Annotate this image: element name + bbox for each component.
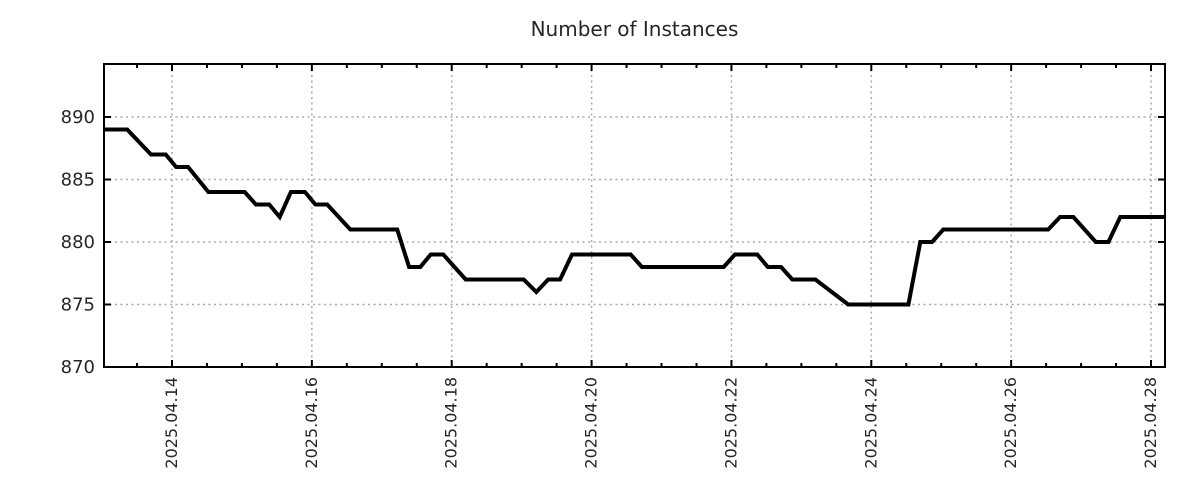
y-tick-label: 880 [61,232,95,253]
x-tick-label: 2025.04.24 [861,377,880,469]
x-tick-label: 2025.04.20 [582,377,601,469]
y-tick-label: 875 [61,295,95,316]
x-tick-label: 2025.04.22 [721,377,740,469]
x-tick-label: 2025.04.28 [1141,377,1160,469]
chart-title: Number of Instances [530,17,739,41]
plot-border [103,63,1166,368]
y-tick-label: 870 [61,357,95,378]
y-tick-label: 885 [61,170,95,191]
x-tick-label: 2025.04.26 [1001,377,1020,469]
y-tick-label: 890 [61,107,95,128]
x-tick-label: 2025.04.16 [302,377,321,469]
x-tick-label: 2025.04.18 [442,377,461,469]
x-tick-label: 2025.04.14 [162,377,181,469]
data-line [104,127,1165,307]
